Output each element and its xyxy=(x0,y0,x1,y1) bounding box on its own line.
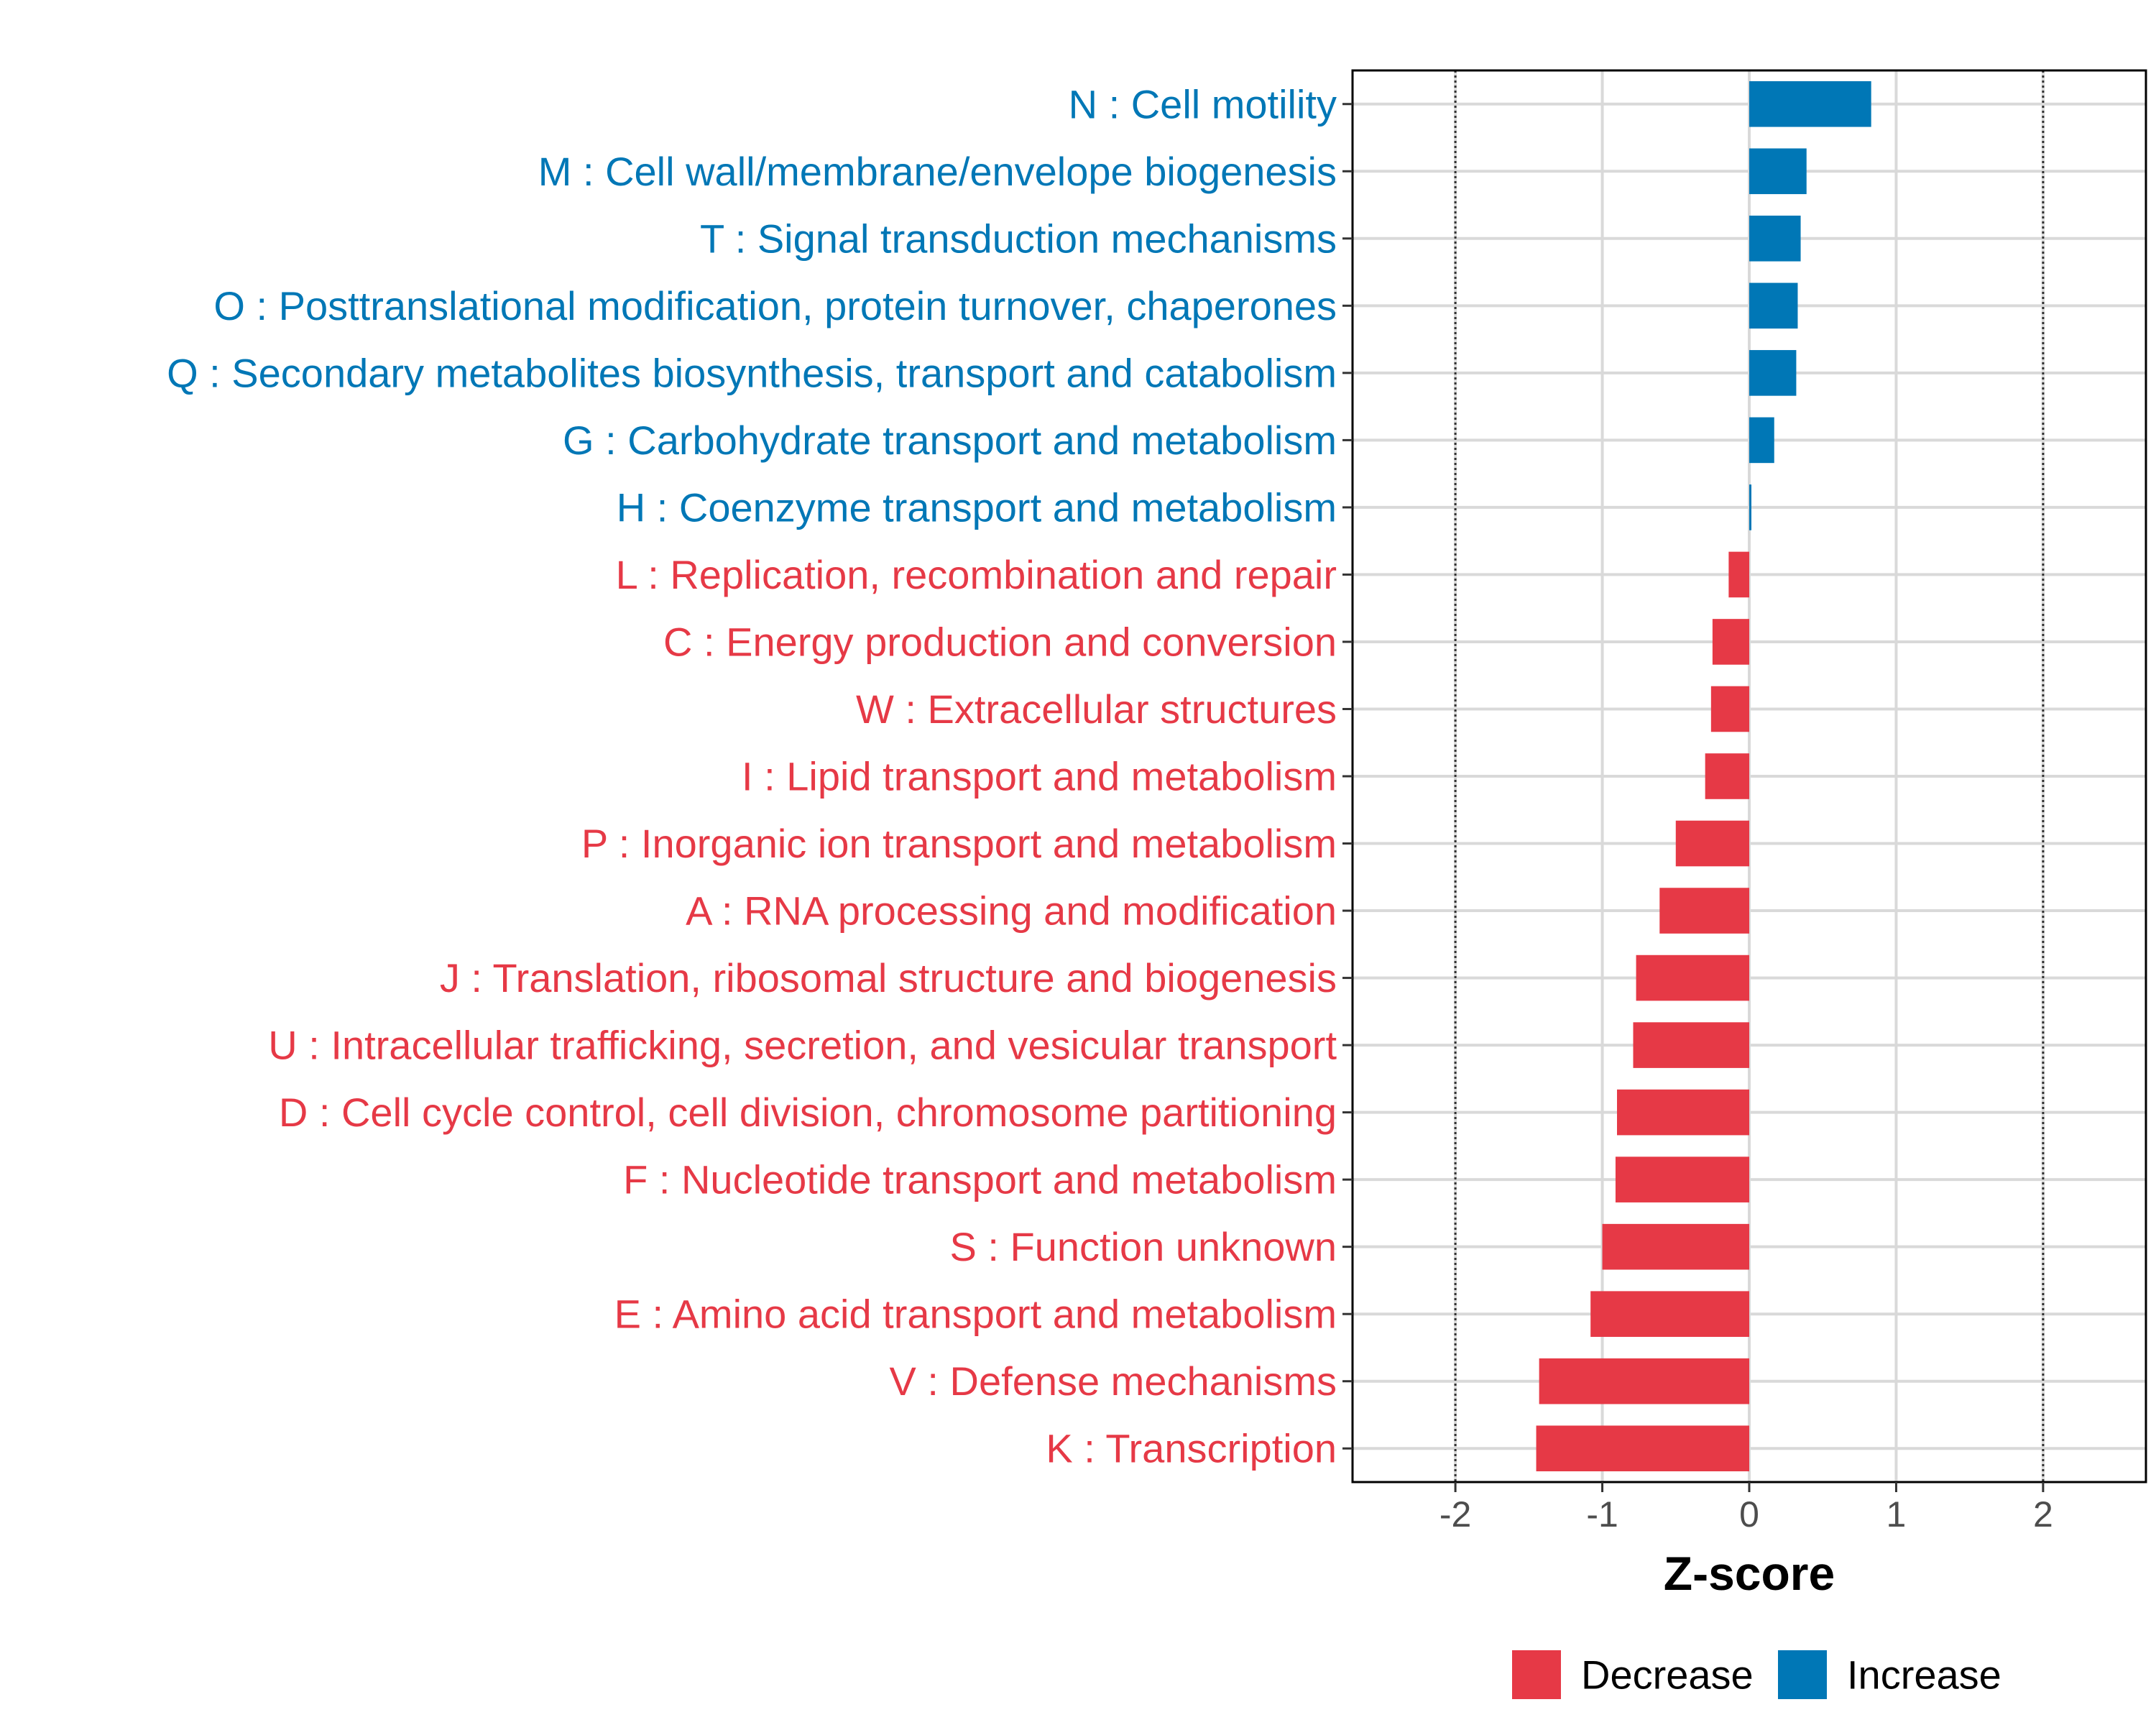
category-label: N : Cell motility xyxy=(1069,81,1337,126)
category-label: F : Nucleotide transport and metabolism xyxy=(623,1157,1337,1202)
bar xyxy=(1615,1156,1749,1202)
bar xyxy=(1602,1223,1749,1270)
bar xyxy=(1675,820,1749,867)
bar xyxy=(1539,1358,1749,1404)
reference-lines xyxy=(1454,70,2045,1482)
legend-label-decrease: Decrease xyxy=(1581,1652,1754,1698)
category-label: T : Signal transduction mechanisms xyxy=(700,216,1337,261)
category-label: V : Defense mechanisms xyxy=(890,1358,1337,1404)
x-axis-title: Z-score xyxy=(1664,1547,1835,1600)
legend-swatch-decrease xyxy=(1512,1650,1561,1699)
category-label: C : Energy production and conversion xyxy=(663,619,1337,664)
bar xyxy=(1712,619,1749,665)
bars xyxy=(1536,80,1871,1472)
category-label: G : Carbohydrate transport and metabolis… xyxy=(563,418,1337,463)
axis-ticks xyxy=(1342,103,2045,1492)
bar xyxy=(1749,282,1798,329)
category-label: E : Amino acid transport and metabolism xyxy=(614,1292,1337,1337)
bar xyxy=(1749,484,1751,530)
bar xyxy=(1590,1291,1749,1337)
category-label: L : Replication, recombination and repai… xyxy=(616,552,1337,597)
legend: Decrease Increase xyxy=(1512,1650,2001,1699)
legend-swatch-increase xyxy=(1778,1650,1827,1699)
bar xyxy=(1636,954,1749,1001)
bar xyxy=(1617,1089,1749,1136)
category-label: O : Posttranslational modification, prot… xyxy=(213,283,1337,328)
x-tick-label: 2 xyxy=(2033,1494,2053,1535)
x-tick-label: 0 xyxy=(1739,1494,1759,1535)
category-label: U : Intracellular trafficking, secretion… xyxy=(268,1023,1337,1068)
bar xyxy=(1659,888,1749,934)
bar xyxy=(1749,216,1801,262)
category-label: J : Translation, ribosomal structure and… xyxy=(440,955,1337,1000)
category-label: W : Extracellular structures xyxy=(856,686,1337,732)
bar xyxy=(1728,551,1749,598)
bar xyxy=(1749,417,1774,464)
category-label: S : Function unknown xyxy=(949,1224,1337,1269)
bar xyxy=(1705,753,1749,799)
bar xyxy=(1749,148,1807,195)
category-labels: N : Cell motility M : Cell wall/membrane/… xyxy=(167,81,1337,1471)
x-tick-label: 1 xyxy=(1886,1494,1907,1535)
category-label: K : Transcription xyxy=(1046,1426,1337,1471)
bar xyxy=(1710,686,1749,732)
x-tick-labels: -2 -1 0 1 2 xyxy=(1439,1494,2053,1535)
category-label: A : RNA processing and modification xyxy=(686,888,1337,934)
category-label: P : Inorganic ion transport and metaboli… xyxy=(581,821,1337,866)
category-label: D : Cell cycle control, cell division, c… xyxy=(279,1090,1337,1135)
bar xyxy=(1633,1022,1749,1068)
x-tick-label: -1 xyxy=(1586,1494,1618,1535)
bar xyxy=(1749,350,1797,396)
category-label: H : Coenzyme transport and metabolism xyxy=(617,484,1337,530)
bar xyxy=(1536,1425,1749,1472)
x-tick-label: -2 xyxy=(1439,1494,1471,1535)
category-label: Q : Secondary metabolites biosynthesis, … xyxy=(167,350,1337,395)
legend-label-increase: Increase xyxy=(1847,1652,2001,1698)
category-label: I : Lipid transport and metabolism xyxy=(742,754,1337,799)
bar xyxy=(1749,80,1871,127)
category-label: M : Cell wall/membrane/envelope biogenes… xyxy=(538,149,1337,194)
